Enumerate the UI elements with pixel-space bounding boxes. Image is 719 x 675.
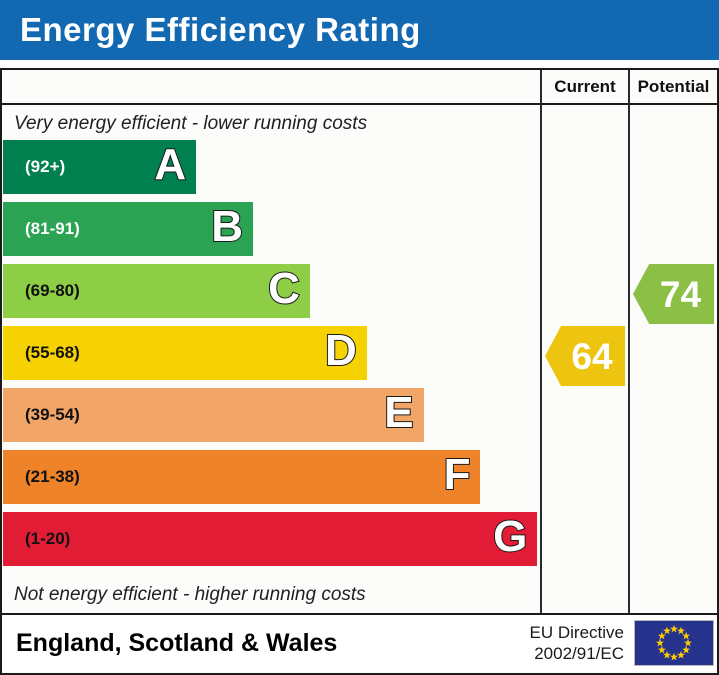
band-row-G: (1-20) G — [2, 512, 540, 566]
band-bar-C: (69-80) C — [3, 264, 310, 318]
band-bar-F: (21-38) F — [3, 450, 481, 504]
band-letter: E — [383, 388, 414, 438]
chart-frame: Very energy efficient - lower running co… — [0, 68, 719, 675]
band-letter: B — [210, 202, 244, 252]
current-column-header: Current — [542, 70, 628, 105]
current-rating-pointer: 64 — [545, 326, 625, 386]
band-range-label: (39-54) — [25, 405, 80, 424]
band-row-D: (55-68) D — [2, 326, 540, 380]
band-range-label: (1-20) — [25, 529, 71, 548]
band-bar-A: (92+) A — [3, 140, 197, 194]
chart-grid: Very energy efficient - lower running co… — [2, 70, 717, 615]
band-letter: F — [443, 450, 472, 500]
band-letter: D — [324, 326, 358, 376]
footer-region-label: England, Scotland & Wales — [16, 628, 338, 657]
band-range-label: (21-38) — [25, 467, 80, 486]
potential-column: Potential 74 — [628, 70, 717, 613]
band-bar-G: (1-20) G — [3, 512, 538, 566]
potential-column-header: Potential — [630, 70, 717, 105]
band-bar-B: (81-91) B — [3, 202, 253, 256]
band-range-label: (55-68) — [25, 343, 80, 362]
band-range-label: (92+) — [25, 157, 66, 176]
band-row-C: (69-80) C — [2, 264, 540, 318]
band-letter: C — [267, 264, 301, 314]
band-row-F: (21-38) F — [2, 450, 540, 504]
band-row-B: (81-91) B — [2, 202, 540, 256]
title-bar: Energy Efficiency Rating — [0, 0, 719, 60]
band-range-label: (81-91) — [25, 219, 80, 238]
band-row-A: (92+) A — [2, 140, 540, 194]
caption-top: Very energy efficient - lower running co… — [14, 113, 368, 134]
eu-directive-label: EU Directive 2002/91/EC — [530, 622, 624, 665]
band-column: Very energy efficient - lower running co… — [2, 70, 540, 613]
band-letter: G — [492, 512, 528, 562]
page-title: Energy Efficiency Rating — [20, 11, 421, 48]
band-column-header — [2, 70, 540, 105]
caption-bottom: Not energy efficient - higher running co… — [14, 584, 366, 605]
band-bar-D: (55-68) D — [3, 326, 367, 380]
band-letter: A — [153, 140, 187, 190]
band-column-body: Very energy efficient - lower running co… — [2, 105, 540, 613]
band-row-E: (39-54) E — [2, 388, 540, 442]
potential-column-body: 74 — [630, 105, 717, 613]
band-range-label: (69-80) — [25, 281, 80, 300]
potential-rating-pointer: 74 — [633, 264, 714, 324]
band-bar-E: (39-54) E — [3, 388, 424, 442]
footer: England, Scotland & Wales EU Directive 2… — [2, 615, 717, 671]
band-list: (92+) A (81-91) B (69-80) C (55-68) D (39-54) E (2… — [2, 140, 540, 566]
eu-directive-line1: EU Directive — [529, 622, 624, 642]
current-rating-value: 64 — [571, 335, 613, 377]
current-column-body: 64 — [542, 105, 628, 613]
eu-flag-icon — [634, 620, 714, 666]
potential-rating-value: 74 — [659, 273, 702, 315]
eu-directive-line2: 2002/91/EC — [534, 644, 624, 663]
current-column: Current 64 — [540, 70, 628, 613]
